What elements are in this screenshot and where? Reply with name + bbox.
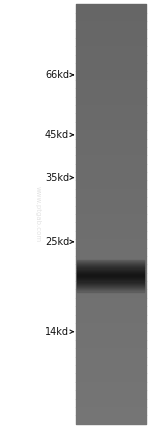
Text: 25kd: 25kd [45, 237, 69, 247]
Text: 45kd: 45kd [45, 130, 69, 140]
Text: 14kd: 14kd [45, 327, 69, 337]
Bar [76, 4, 146, 424]
Text: www.ptgab.com: www.ptgab.com [34, 186, 40, 242]
Text: 66kd: 66kd [45, 70, 69, 80]
Text: 35kd: 35kd [45, 172, 69, 183]
